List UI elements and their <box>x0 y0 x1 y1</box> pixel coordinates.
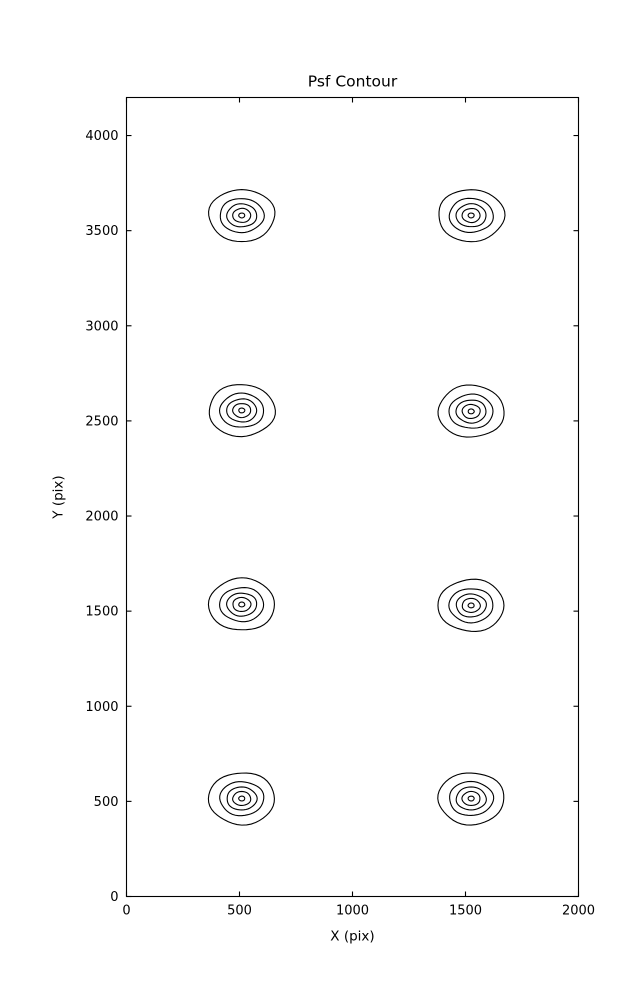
contour-level-3 <box>226 398 258 423</box>
contour-level-1 <box>467 212 475 219</box>
x-tick-label: 2000 <box>562 904 595 919</box>
contour-level-1 <box>238 795 246 802</box>
psf-contour-source <box>208 189 276 243</box>
y-tick-label: 3000 <box>85 319 118 334</box>
y-tick-label: 0 <box>110 890 118 905</box>
x-axis-label: X (pix) <box>330 929 374 945</box>
contour-level-2 <box>461 403 481 419</box>
contour-level-4 <box>448 197 494 233</box>
contour-level-3 <box>455 203 487 228</box>
y-tick-label: 1500 <box>85 605 118 620</box>
y-tick-label: 500 <box>94 795 119 810</box>
x-tick-label: 0 <box>122 904 130 919</box>
psf-contour-source <box>207 772 275 826</box>
contour-level-2 <box>232 790 252 807</box>
contour-level-3 <box>455 786 487 811</box>
contour-level-4 <box>219 198 265 234</box>
contour-level-1 <box>467 795 475 802</box>
contour-level-4 <box>219 781 265 817</box>
psf-contour-source <box>437 578 505 632</box>
contour-level-4 <box>219 587 265 623</box>
x-tick-label: 1500 <box>449 904 482 919</box>
y-tick-label: 1000 <box>85 700 118 715</box>
contour-level-5 <box>437 578 505 632</box>
contour-level-2 <box>461 790 481 806</box>
contour-level-2 <box>232 403 252 419</box>
y-axis-label: Y (pix) <box>51 475 67 519</box>
contour-level-3 <box>226 203 258 228</box>
contour-level-5 <box>438 189 506 243</box>
contour-level-3 <box>226 592 258 617</box>
chart-title: Psf Contour <box>308 73 398 91</box>
contour-level-2 <box>232 596 252 612</box>
contour-level-4 <box>448 393 494 429</box>
psf-contour-source <box>207 577 275 631</box>
contour-level-1 <box>238 407 246 414</box>
contour-level-2 <box>232 207 252 223</box>
psf-contour-source <box>437 772 505 826</box>
contour-level-5 <box>437 772 505 826</box>
contour-level-1 <box>238 601 246 608</box>
contour-level-4 <box>218 392 265 428</box>
contour-level-5 <box>207 772 275 826</box>
psf-contour-source <box>438 189 506 243</box>
axes-frame <box>125 96 580 898</box>
contour-level-5 <box>208 189 276 243</box>
contour-level-4 <box>449 780 495 816</box>
y-tick-label: 3500 <box>85 224 118 239</box>
contour-level-2 <box>461 207 481 224</box>
y-tick-label: 2000 <box>85 510 118 525</box>
psf-contour-source <box>437 384 505 438</box>
contour-level-1 <box>467 602 475 609</box>
psf-contour-source <box>208 384 276 438</box>
x-tick-label: 500 <box>227 904 252 919</box>
contour-level-5 <box>208 384 276 438</box>
contour-level-3 <box>455 399 487 424</box>
contour-level-3 <box>455 593 487 618</box>
x-tick-label: 1000 <box>336 904 369 919</box>
contour-level-5 <box>207 577 275 631</box>
contour-level-4 <box>448 588 494 624</box>
contour-level-1 <box>467 408 475 415</box>
y-tick-label: 2500 <box>85 414 118 429</box>
contour-level-5 <box>437 384 505 438</box>
contour-level-2 <box>461 597 481 613</box>
contour-level-1 <box>238 212 246 219</box>
y-tick-label: 4000 <box>85 129 118 144</box>
contour-level-3 <box>226 786 258 811</box>
